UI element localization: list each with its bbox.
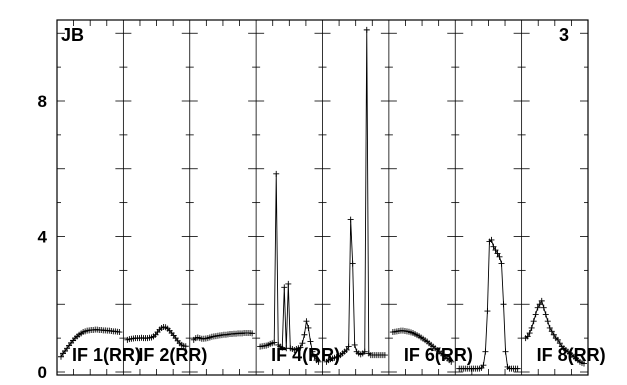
data-point xyxy=(307,338,314,345)
data-point xyxy=(500,301,507,308)
data-point xyxy=(343,346,350,353)
panel-label-if2: IF 2(RR) xyxy=(138,345,207,365)
data-point xyxy=(532,311,539,318)
data-point xyxy=(182,343,189,350)
data-point xyxy=(488,236,495,243)
panel-label-if6: IF 6(RR) xyxy=(404,345,473,365)
data-point xyxy=(581,360,587,367)
data-point xyxy=(116,329,123,336)
data-point xyxy=(271,339,278,346)
data-point xyxy=(347,216,354,223)
data-point xyxy=(502,348,509,355)
panel-label-if8: IF 8(RR) xyxy=(537,345,606,365)
data-point xyxy=(492,247,499,254)
data-point xyxy=(550,331,557,338)
data-point xyxy=(345,343,352,350)
data-point xyxy=(534,304,541,311)
plot-number: 3 xyxy=(559,25,569,45)
data-point xyxy=(349,260,356,267)
data-point xyxy=(536,301,543,308)
data-point xyxy=(381,352,388,359)
data-point xyxy=(279,344,286,351)
data-point xyxy=(556,340,563,347)
data-point xyxy=(285,280,292,287)
plot-frame xyxy=(56,19,589,376)
source-label: JB xyxy=(61,25,84,45)
data-point xyxy=(542,311,549,318)
data-point xyxy=(448,358,455,365)
data-point xyxy=(315,358,322,365)
data-point xyxy=(554,336,561,343)
y-tick-label: 8 xyxy=(38,92,47,111)
data-point xyxy=(58,353,64,360)
data-point xyxy=(526,330,533,337)
data-point xyxy=(538,297,545,304)
data-point xyxy=(281,284,288,291)
panel-grid xyxy=(57,20,588,375)
data-point xyxy=(514,365,521,372)
data-point xyxy=(528,324,535,331)
data-point xyxy=(309,348,316,355)
data-point xyxy=(480,362,487,369)
data-point xyxy=(305,324,312,331)
data-point xyxy=(484,308,491,315)
data-point xyxy=(351,341,358,348)
data-point xyxy=(524,333,531,340)
y-tick-label: 0 xyxy=(38,363,47,382)
data-point xyxy=(303,318,310,325)
data-point xyxy=(548,328,555,335)
data-point xyxy=(297,344,304,351)
data-point xyxy=(540,304,547,311)
series-layer xyxy=(58,26,587,372)
data-point xyxy=(496,253,503,260)
panel-label-if4: IF 4(RR) xyxy=(271,345,340,365)
data-point xyxy=(544,318,551,325)
y-tick-label: 4 xyxy=(38,228,48,247)
data-point xyxy=(273,170,280,177)
series-line-if4 xyxy=(260,173,319,363)
data-point xyxy=(361,348,368,355)
panel-label-if1: IF 1(RR) xyxy=(72,345,141,365)
data-point xyxy=(299,340,306,347)
series-line-if5 xyxy=(326,29,385,363)
data-point xyxy=(494,250,501,257)
data-point xyxy=(249,330,256,337)
data-point xyxy=(311,353,318,360)
data-point xyxy=(363,26,370,33)
data-point xyxy=(498,260,505,267)
data-point xyxy=(482,348,489,355)
data-point xyxy=(301,331,308,338)
data-point xyxy=(490,243,497,250)
data-point xyxy=(530,318,537,325)
data-point xyxy=(546,324,553,331)
